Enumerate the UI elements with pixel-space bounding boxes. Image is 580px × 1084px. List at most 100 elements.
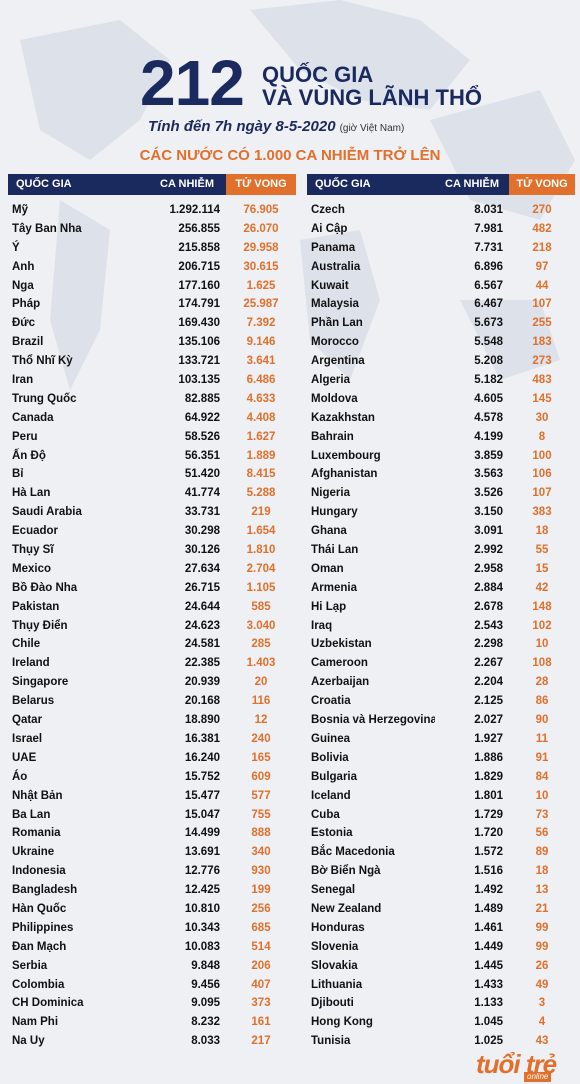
country-cell: Bolivia (311, 751, 349, 764)
table-row: Argentina 5.208 273 (307, 352, 575, 371)
country-cell: Ireland (12, 657, 50, 670)
country-cell: Ukraine (12, 846, 55, 859)
country-cell: Uzbekistan (311, 638, 372, 651)
table-row: Hà Lan 41.774 5.288 (8, 484, 296, 503)
country-cell: Bangladesh (12, 884, 78, 897)
cases-cell: 2.992 (474, 544, 503, 557)
country-cell: Djibouti (311, 997, 354, 1010)
deaths-cell: 577 (251, 789, 271, 802)
table-row: Czech 8.031 270 (307, 201, 575, 220)
deaths-cell: 76.905 (243, 204, 279, 216)
table-row: Chile 24.581 285 (8, 635, 296, 654)
country-cell: Pháp (12, 298, 41, 311)
country-cell: Lithuania (311, 978, 363, 991)
table-row: Romania 14.499 888 (8, 824, 296, 843)
table-row: Moldova 4.605 145 (307, 390, 575, 409)
table-row: Iran 103.135 6.486 (8, 371, 296, 390)
table-row: Áo 15.752 609 (8, 768, 296, 787)
country-cell: Nam Phi (12, 1016, 59, 1029)
cases-cell: 1.045 (474, 1016, 503, 1029)
country-cell: UAE (12, 751, 37, 764)
table-row: Senegal 1.492 13 (307, 881, 575, 900)
deaths-cell: 28 (535, 676, 549, 689)
country-cell: Cameroon (311, 657, 368, 670)
logo-sub: online (524, 1072, 552, 1082)
cases-cell: 10.343 (184, 921, 220, 934)
cases-cell: 5.673 (474, 317, 503, 330)
table-row: Kazakhstan 4.578 30 (307, 409, 575, 428)
cases-cell: 2.543 (474, 619, 503, 632)
country-cell: Algeria (311, 374, 350, 387)
country-cell: CH Dominica (12, 997, 84, 1010)
country-cell: Armenia (311, 581, 358, 594)
country-cell: Hàn Quốc (12, 902, 67, 915)
cases-cell: 1.025 (474, 1035, 503, 1048)
table-row: Croatia 2.125 86 (307, 692, 575, 711)
country-cell: Ba Lan (12, 808, 51, 821)
country-cell: Tây Ban Nha (12, 222, 82, 235)
deaths-cell: 42 (535, 581, 549, 594)
deaths-cell: 407 (251, 978, 271, 991)
cases-cell: 15.477 (184, 789, 220, 802)
deaths-cell: 90 (535, 714, 549, 727)
cases-cell: 8.031 (474, 204, 503, 216)
cases-cell: 2.125 (474, 695, 503, 708)
table-row: Bồ Đào Nha 26.715 1.105 (8, 579, 296, 598)
cases-cell: 1.445 (474, 959, 503, 972)
country-cell: Czech (311, 204, 345, 216)
country-cell: Hi Lạp (311, 600, 347, 613)
table-row: Iceland 1.801 10 (307, 787, 575, 806)
country-cell: Iraq (311, 619, 333, 632)
table-row: Slovakia 1.445 26 (307, 957, 575, 976)
country-cell: Estonia (311, 827, 353, 840)
deaths-cell: 219 (251, 506, 271, 519)
deaths-cell: 43 (535, 1035, 549, 1048)
cases-cell: 6.567 (474, 279, 503, 292)
deaths-cell: 5.288 (246, 487, 276, 500)
table-header: QUỐC GIA CA NHIỄM TỬ VONG (8, 174, 296, 195)
deaths-cell: 3.641 (246, 355, 276, 368)
country-cell: Croatia (311, 695, 351, 708)
cases-cell: 24.623 (184, 619, 220, 632)
country-cell: Mexico (12, 562, 51, 575)
cases-cell: 41.774 (184, 487, 220, 500)
country-cell: Canada (12, 411, 54, 424)
table-row: Azerbaijan 2.204 28 (307, 673, 575, 692)
deaths-cell: 8 (538, 430, 546, 443)
table-row: Thổ Nhĩ Kỳ 133.721 3.641 (8, 352, 296, 371)
table-row: Thái Lan 2.992 55 (307, 541, 575, 560)
country-cell: Senegal (311, 884, 356, 897)
table-row: Saudi Arabia 33.731 219 (8, 503, 296, 522)
table-row: Hàn Quốc 10.810 256 (8, 900, 296, 919)
table-row: Colombia 9.456 407 (8, 976, 296, 995)
country-cell: Thụy Sĩ (12, 544, 54, 557)
country-cell: Belarus (12, 695, 55, 708)
deaths-cell: 1.105 (246, 581, 276, 594)
deaths-cell: 11 (535, 732, 549, 745)
table-row: Mexico 27.634 2.704 (8, 560, 296, 579)
deaths-cell: 21 (535, 902, 549, 915)
country-cell: Thụy Điển (12, 619, 68, 632)
deaths-cell: 218 (532, 241, 552, 254)
deaths-cell: 49 (535, 978, 549, 991)
cases-cell: 3.859 (474, 449, 503, 462)
table-row: Belarus 20.168 116 (8, 692, 296, 711)
table-row: Phần Lan 5.673 255 (307, 314, 575, 333)
deaths-cell: 755 (251, 808, 271, 821)
deaths-cell: 102 (532, 619, 552, 632)
country-cell: Saudi Arabia (12, 506, 82, 519)
deaths-cell: 107 (532, 487, 552, 500)
cases-cell: 22.385 (184, 657, 220, 670)
table-row: Tây Ban Nha 256.855 26.070 (8, 220, 296, 239)
country-cell: Ấn Độ (12, 449, 46, 462)
country-cell: Slovakia (311, 959, 358, 972)
cases-cell: 1.133 (474, 997, 503, 1010)
cases-cell: 133.721 (178, 355, 220, 368)
tuoi-tre-logo: tuổi trẻ online (476, 1050, 572, 1082)
deaths-cell: 10 (535, 789, 549, 802)
section-title: CÁC NƯỚC CÓ 1.000 CA NHIỄM TRỞ LÊN (139, 147, 441, 164)
deaths-cell: 97 (535, 260, 549, 273)
table-row: Nhật Bản 15.477 577 (8, 787, 296, 806)
cases-cell: 20.939 (184, 676, 220, 689)
table-row: Nam Phi 8.232 161 (8, 1013, 296, 1032)
